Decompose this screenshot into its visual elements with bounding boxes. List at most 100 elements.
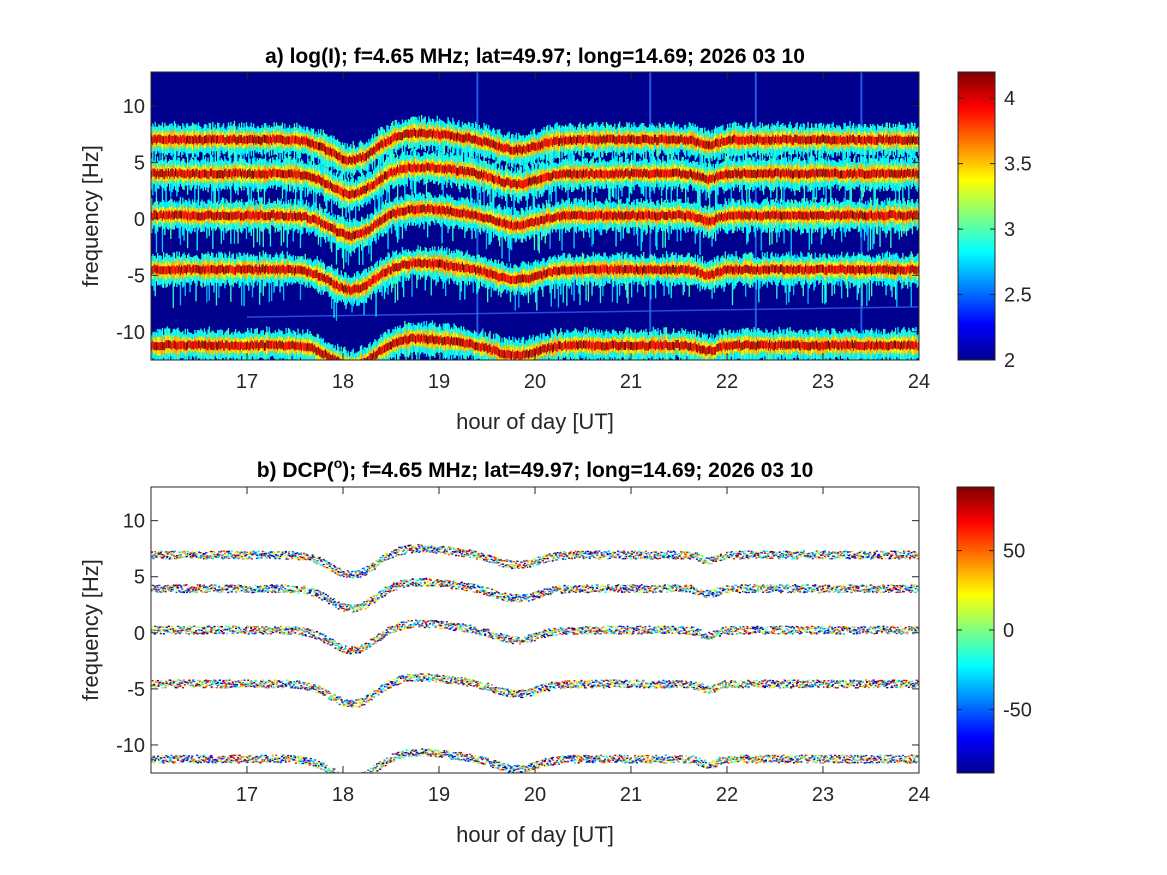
heatmap-cell (568, 136, 570, 145)
heatmap-cell (326, 180, 328, 189)
heatmap-cell (338, 152, 340, 161)
heatmap-cell (236, 136, 238, 145)
heatmap-cell (850, 168, 852, 177)
heatmap-cell (273, 210, 275, 219)
heatmap-cell (163, 136, 165, 145)
heatmap-cell (429, 164, 431, 173)
heatmap-cell (581, 137, 584, 146)
heatmap-cell (208, 227, 210, 237)
heatmap-cell (550, 173, 552, 182)
heatmap-cell (311, 139, 314, 148)
heatmap-cell (902, 136, 904, 145)
heatmap-cell (307, 171, 309, 180)
heatmap-cell (622, 135, 624, 144)
heatmap-cell (254, 169, 256, 178)
heatmap-cell (860, 169, 862, 178)
heatmap-cell (614, 136, 616, 145)
heatmap-cell (599, 134, 602, 143)
heatmap-cell (770, 136, 772, 145)
heatmap-cell (847, 151, 849, 159)
heatmap-cell (467, 209, 470, 218)
heatmap-cell (338, 200, 340, 209)
heatmap-cell (406, 205, 408, 214)
heatmap-cell (340, 187, 342, 196)
heatmap-cell (332, 223, 334, 232)
heatmap-cell (871, 169, 873, 178)
heatmap-cell (623, 135, 626, 144)
heatmap-cell (749, 169, 752, 178)
heatmap-cell (671, 135, 674, 144)
heatmap-cell (185, 170, 188, 179)
heatmap-cell (427, 163, 429, 172)
heatmap-cell (310, 139, 312, 148)
heatmap-cell (703, 140, 705, 149)
heatmap-cell (874, 185, 876, 207)
heatmap-cell (362, 227, 364, 236)
heatmap-cell (847, 168, 849, 177)
heatmap-cell (730, 170, 732, 179)
heatmap-cell (375, 143, 377, 152)
heatmap-cell (855, 170, 857, 179)
heatmap-cell (497, 189, 500, 198)
heatmap-cell (563, 169, 566, 178)
heatmap-cell (243, 212, 245, 221)
heatmap-cell (783, 169, 785, 178)
heatmap-cell (285, 170, 287, 179)
heatmap-cell (842, 149, 844, 166)
heatmap-cell (686, 135, 688, 144)
heatmap-cell (369, 184, 371, 193)
heatmap-cell (339, 186, 341, 195)
heatmap-cell (641, 134, 644, 143)
heatmap-cell (255, 210, 257, 219)
heatmap-cell (575, 170, 578, 179)
heatmap-cell (683, 136, 686, 145)
heatmap-cell (626, 168, 628, 177)
heatmap-cell (287, 136, 290, 145)
heatmap-cell (657, 168, 659, 177)
heatmap-cell (676, 136, 678, 145)
heatmap-cell (611, 169, 614, 178)
heatmap-cell (248, 210, 250, 219)
heatmap-cell (825, 168, 827, 177)
heatmap-cell (778, 136, 780, 145)
heatmap-cell (511, 146, 513, 155)
heatmap-cell (237, 136, 239, 145)
heatmap-cell (171, 182, 173, 193)
heatmap-cell (439, 205, 441, 214)
heatmap-cell (844, 187, 846, 207)
heatmap-cell (863, 152, 866, 162)
heatmap-cell (271, 170, 273, 179)
heatmap-cell (891, 182, 893, 192)
heatmap-cell (376, 178, 378, 187)
heatmap-cell (782, 168, 784, 177)
heatmap-cell (389, 136, 392, 145)
heatmap-cell (417, 130, 419, 139)
heatmap-cell (387, 226, 389, 250)
heatmap-cell (646, 135, 648, 144)
heatmap-cell (765, 169, 767, 178)
heatmap-cell (473, 135, 476, 144)
heatmap-cell (555, 171, 557, 180)
heatmap-cell (275, 169, 278, 178)
heatmap-cell (158, 134, 160, 143)
heatmap-cell (670, 148, 672, 167)
heatmap-cell (890, 169, 892, 178)
heatmap-cell (164, 226, 166, 236)
heatmap-cell (155, 184, 158, 203)
heatmap-cell (314, 141, 316, 150)
heatmap-cell (494, 176, 496, 185)
heatmap-cell (407, 162, 410, 171)
heatmap-cell (794, 186, 796, 196)
heatmap-cell (379, 142, 381, 151)
heatmap-cell (850, 135, 852, 144)
heatmap-cell (221, 135, 224, 144)
heatmap-cell (283, 135, 285, 144)
heatmap-cell (315, 140, 317, 149)
heatmap-cell (385, 212, 387, 221)
heatmap-cell (165, 185, 167, 206)
heatmap-cell (898, 182, 900, 200)
heatmap-cell (377, 219, 380, 228)
heatmap-cell (437, 206, 440, 215)
heatmap-cell (291, 135, 293, 144)
heatmap-cell (518, 179, 520, 188)
